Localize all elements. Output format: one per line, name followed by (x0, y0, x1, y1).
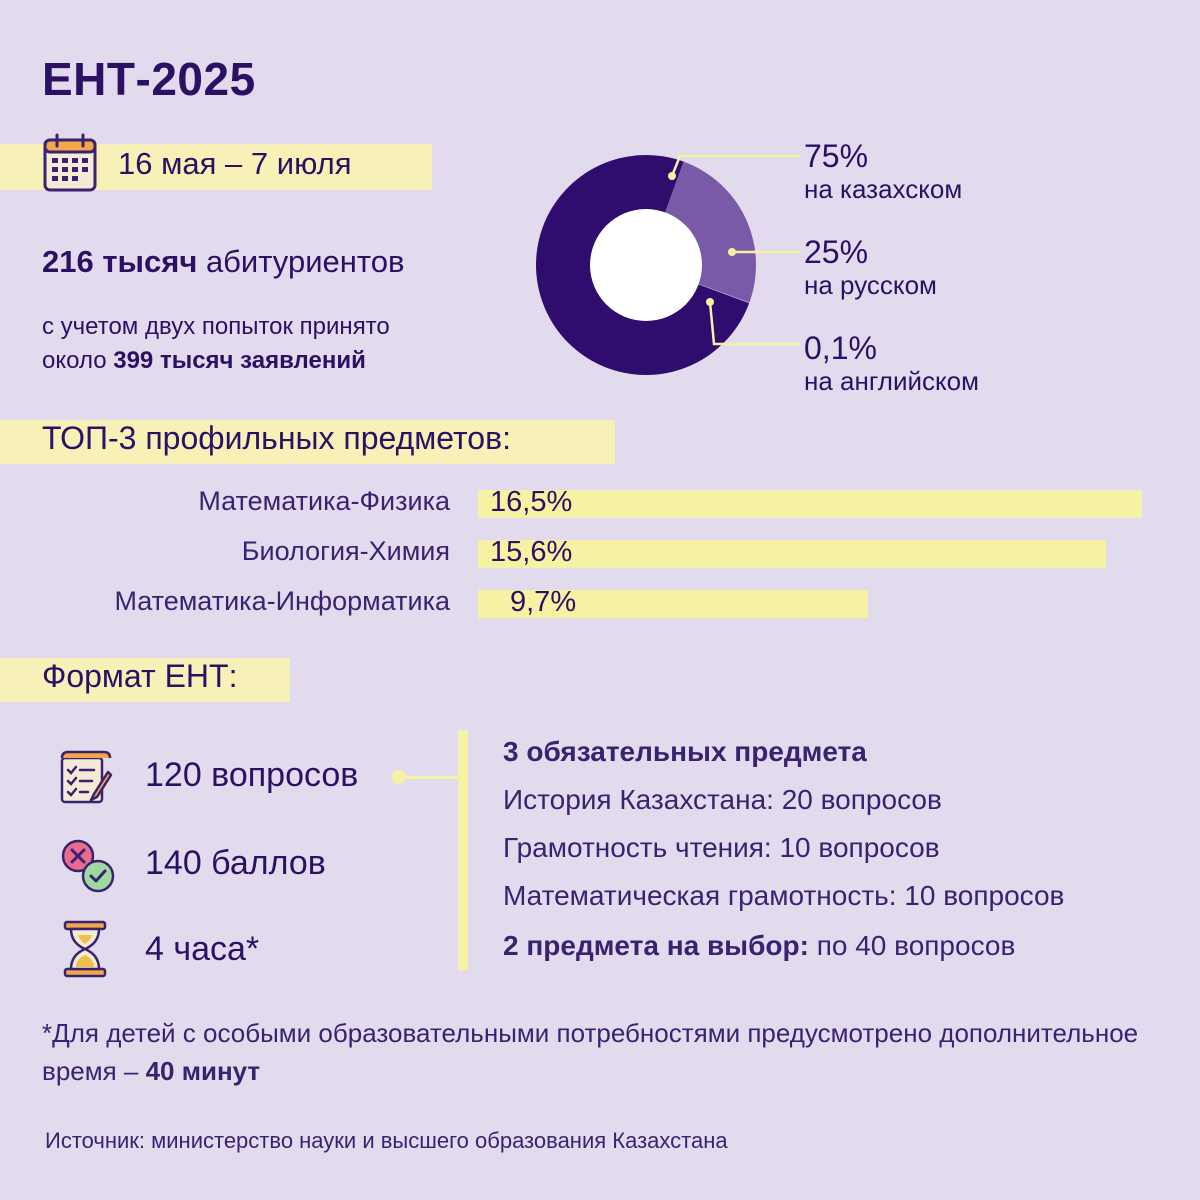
cross-check-icon (61, 839, 115, 893)
applicants-count: 216 тысяч абитуриентов (42, 244, 405, 279)
bar-value-2: 15,6% (490, 536, 573, 568)
top3-highlight (0, 420, 615, 464)
format-title: Формат ЕНТ: (42, 658, 238, 694)
connector-dot (392, 770, 406, 784)
connector-line (406, 776, 458, 779)
calendar-icon (43, 133, 97, 192)
hourglass-icon (63, 920, 107, 978)
elective-subjects: 2 предмета на выбор: по 40 вопросов (503, 930, 1016, 961)
format-questions: 120 вопросов (145, 756, 359, 794)
bar-label-2: Биология-Химия (241, 536, 450, 566)
legend-english: 0,1% на английском (804, 330, 979, 396)
exam-dates: 16 мая – 7 июля (118, 146, 352, 181)
required-reading: Грамотность чтения: 10 вопросов (503, 832, 940, 863)
bar-2 (478, 540, 1106, 568)
checklist-icon (60, 750, 113, 804)
page-title: ЕНТ-2025 (42, 53, 256, 105)
format-duration: 4 часа* (145, 930, 260, 968)
format-highlight (0, 658, 290, 702)
legend-russian: 25% на русском (804, 234, 937, 300)
top3-title: ТОП-3 профильных предметов: (42, 420, 511, 456)
language-donut-chart (536, 154, 756, 375)
bar-value-3: 9,7% (510, 586, 577, 618)
donut-hole (590, 209, 702, 321)
bar-3 (478, 590, 868, 618)
footnote: *Для детей с особыми образовательными по… (42, 1018, 1139, 1086)
source-note: Источник: министерство науки и высшего о… (45, 1128, 728, 1153)
bar-value-1: 16,5% (490, 486, 573, 518)
bar-1 (478, 490, 1142, 518)
format-points: 140 баллов (145, 844, 326, 882)
required-history: История Казахстана: 20 вопросов (503, 784, 942, 815)
required-title: 3 обязательных предмета (503, 736, 867, 767)
format-divider (458, 730, 468, 970)
bar-label-3: Математика-Информатика (114, 586, 450, 616)
required-math: Математическая грамотность: 10 вопросов (503, 880, 1065, 911)
legend-kazakh: 75% на казахском (804, 138, 963, 204)
donut-leader-lines (668, 154, 800, 346)
applications-note: с учетом двух попыток принято около 399 т… (42, 313, 390, 374)
bar-label-1: Математика-Физика (198, 486, 450, 516)
